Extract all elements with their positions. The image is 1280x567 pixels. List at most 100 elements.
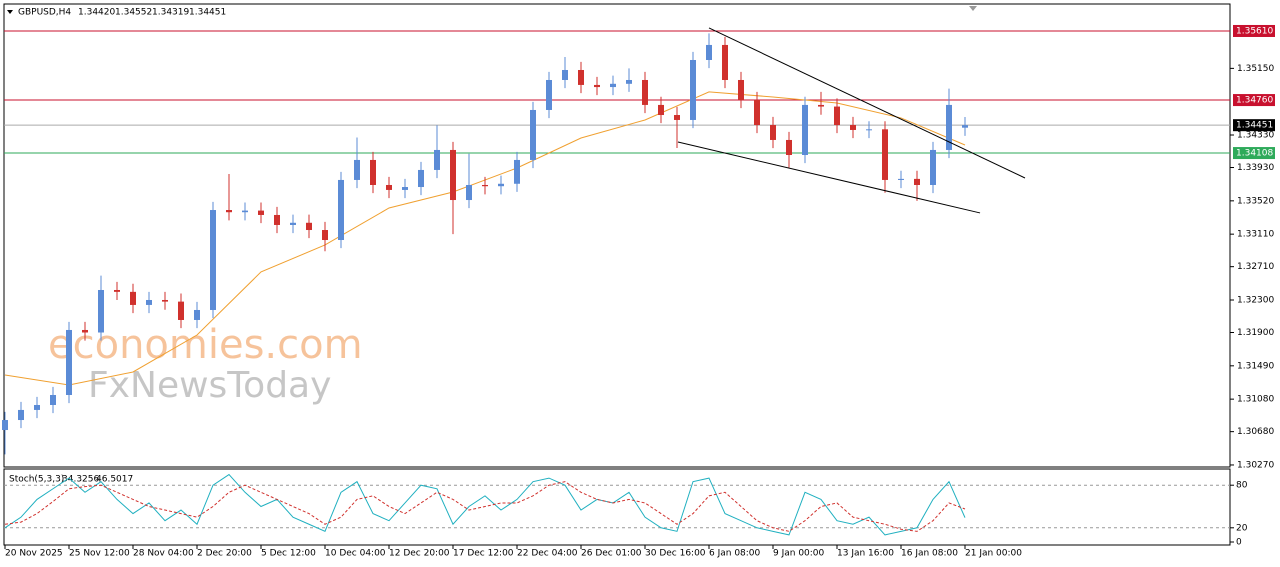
candle-body: [450, 149, 456, 201]
candle-body: [690, 59, 696, 120]
candle-body: [386, 184, 392, 190]
stoch-title: Stoch(5,3,3): [9, 475, 64, 485]
candle-body: [354, 159, 360, 180]
candle-body: [546, 79, 552, 110]
y-tick-label: 1.34330: [1237, 131, 1274, 141]
x-tick-label: 30 Dec 16:00: [645, 549, 706, 559]
candle-body: [722, 44, 728, 80]
y-tick-label: 20: [1236, 523, 1248, 533]
candle-body: [866, 129, 872, 131]
trendline: [708, 27, 1026, 179]
ohlc-high: 1.34552: [115, 8, 152, 18]
menu-arrow: [7, 10, 13, 14]
level-label: 1.35610: [1236, 26, 1273, 36]
y-tick-label: 1.32710: [1237, 262, 1274, 272]
y-tick-label: 1.33520: [1237, 196, 1274, 206]
candle-body: [18, 409, 24, 421]
candle-body: [962, 125, 968, 128]
candle-body: [770, 125, 776, 140]
x-tick-label: 2 Dec 20:00: [197, 549, 252, 559]
candle-body: [658, 104, 664, 116]
x-tick-label: 28 Nov 04:00: [133, 549, 194, 559]
x-tick-label: 12 Dec 20:00: [389, 549, 450, 559]
ohlc-open: 1.34420: [78, 8, 115, 18]
candle-body: [578, 69, 584, 85]
candle-body: [466, 184, 472, 201]
x-tick-label: 21 Jan 00:00: [965, 549, 1022, 559]
y-tick-label: 1.31080: [1237, 395, 1274, 405]
candle-body: [194, 309, 200, 320]
x-tick-label: 20 Nov 2025: [5, 549, 63, 559]
stoch-line: [4, 473, 966, 536]
candle-body: [114, 289, 120, 292]
candle-body: [786, 139, 792, 156]
x-tick-label: 9 Jan 00:00: [773, 549, 825, 559]
candle-body: [882, 129, 888, 180]
candle-body: [34, 404, 40, 410]
y-tick-label: 1.30680: [1237, 427, 1274, 437]
x-tick-label: 6 Jan 08:00: [709, 549, 761, 559]
x-tick-label: 17 Dec 12:00: [453, 549, 514, 559]
candle-body: [818, 104, 824, 107]
level-box: [1233, 119, 1275, 132]
candle-body: [914, 178, 920, 185]
shift-marker: [969, 6, 977, 11]
stoch-line: [4, 481, 966, 532]
candle-body: [322, 230, 328, 241]
candle-body: [626, 79, 632, 84]
level-box: [1233, 94, 1275, 107]
watermark: FxNewsToday: [88, 365, 331, 406]
candle-body: [258, 210, 264, 215]
candle-body: [706, 44, 712, 60]
x-tick-label: 22 Dec 04:00: [517, 549, 578, 559]
candle-body: [338, 179, 344, 241]
candle-body: [50, 394, 56, 405]
ohlc-low: 1.34319: [152, 8, 189, 18]
level-box: [1233, 24, 1275, 37]
y-tick-label: 1.32300: [1237, 295, 1274, 305]
watermark: economies.com: [48, 322, 363, 368]
candle-body: [434, 149, 440, 170]
candle-body: [482, 184, 488, 187]
candle-body: [738, 79, 744, 100]
x-tick-label: 13 Jan 16:00: [837, 549, 894, 559]
candle-body: [274, 214, 280, 225]
candle-body: [162, 299, 168, 302]
candle-body: [930, 149, 936, 185]
x-tick-label: 26 Dec 01:00: [581, 549, 642, 559]
candle-body: [178, 301, 184, 320]
stoch-panel: [3, 468, 1231, 546]
main-panel: [3, 3, 1231, 468]
candle-body: [498, 183, 504, 187]
x-tick-label: 10 Dec 04:00: [325, 549, 386, 559]
candle-body: [802, 104, 808, 156]
candle-body: [562, 69, 568, 80]
candle-body: [82, 329, 88, 333]
candle-body: [834, 106, 840, 126]
candle-body: [66, 329, 72, 395]
candle-body: [754, 99, 760, 126]
candle-body: [674, 115, 680, 120]
y-tick-label: 1.30270: [1237, 460, 1274, 470]
candle-body: [226, 210, 232, 213]
candle-body: [418, 169, 424, 188]
y-tick-label: 80: [1236, 481, 1248, 491]
trendline: [677, 141, 981, 214]
level-box: [1233, 147, 1275, 160]
ohlc-close: 1.34451: [189, 8, 226, 18]
stoch-signal-value: 46.5017: [96, 475, 133, 485]
level-label: 1.34108: [1236, 149, 1273, 159]
symbol: GBPUSD,H4: [18, 8, 71, 18]
candle-body: [306, 222, 312, 231]
candle-body: [610, 83, 616, 88]
candle-body: [898, 178, 904, 180]
candle-body: [130, 291, 136, 305]
y-tick-label: 1.33110: [1237, 230, 1274, 240]
candle-body: [290, 222, 296, 225]
candle-body: [210, 210, 216, 310]
candle-body: [402, 187, 408, 190]
y-tick-label: 1.35150: [1237, 64, 1274, 74]
x-tick-label: 16 Jan 08:00: [901, 549, 958, 559]
level-label: 1.34451: [1236, 121, 1273, 131]
